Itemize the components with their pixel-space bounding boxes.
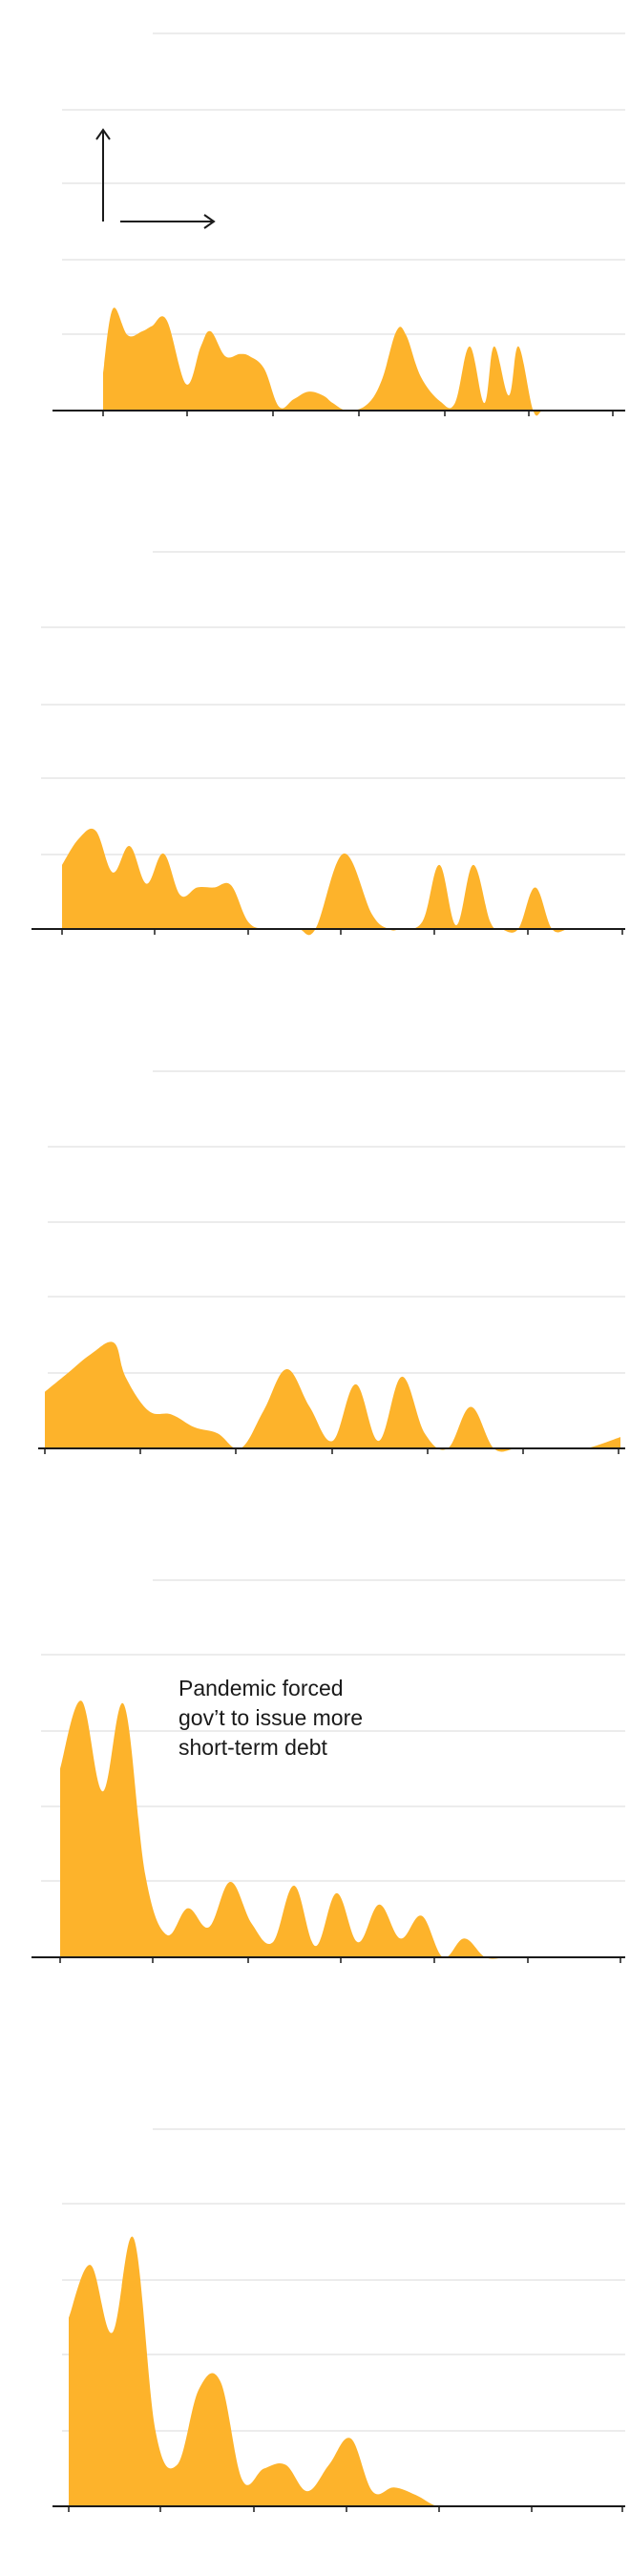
annotation-text: Pandemic forced gov’t to issue more shor… xyxy=(178,1676,368,1760)
annotation-line-2: gov’t to issue more xyxy=(178,1705,363,1730)
area-series xyxy=(103,307,592,416)
area-series xyxy=(69,2236,611,2507)
area-series xyxy=(62,828,625,936)
chart-panel-4 xyxy=(32,1579,625,1963)
area-series xyxy=(45,1341,620,1452)
chart-panel-1 xyxy=(52,32,625,416)
annotation-line-3: short-term debt xyxy=(178,1735,328,1760)
area-series xyxy=(60,1700,592,1959)
annotation-line-1: Pandemic forced xyxy=(178,1676,344,1700)
axes-arrows-icon xyxy=(95,128,216,229)
chart-panel-2 xyxy=(32,551,625,936)
chart-panel-5 xyxy=(52,2128,625,2512)
chart-panel-3 xyxy=(38,1070,625,1454)
